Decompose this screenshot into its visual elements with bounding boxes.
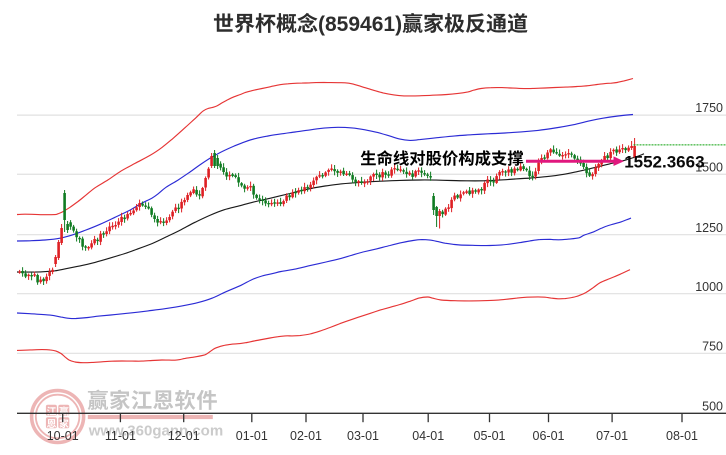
svg-text:05-01: 05-01: [474, 429, 506, 443]
svg-text:www.360gann.com: www.360gann.com: [88, 423, 223, 440]
svg-text:04-01: 04-01: [412, 429, 444, 443]
svg-text:1552.3663: 1552.3663: [624, 152, 704, 171]
svg-text:07-01: 07-01: [596, 429, 628, 443]
svg-text:11-01: 11-01: [105, 429, 136, 443]
svg-text:1000: 1000: [695, 280, 723, 294]
svg-text:08-01: 08-01: [666, 429, 698, 443]
svg-text:06-01: 06-01: [533, 429, 565, 443]
svg-text:03-01: 03-01: [347, 429, 379, 443]
svg-text:02-01: 02-01: [290, 429, 322, 443]
svg-text:10-01: 10-01: [47, 429, 79, 443]
svg-text:(859461): (859461): [318, 13, 402, 36]
svg-text:1500: 1500: [695, 160, 723, 174]
svg-text:750: 750: [702, 339, 723, 353]
svg-text:1750: 1750: [695, 101, 723, 115]
svg-text:01-01: 01-01: [236, 429, 268, 443]
svg-text:500: 500: [702, 399, 723, 413]
svg-text:1250: 1250: [695, 221, 723, 235]
svg-text:12-01: 12-01: [168, 429, 200, 443]
